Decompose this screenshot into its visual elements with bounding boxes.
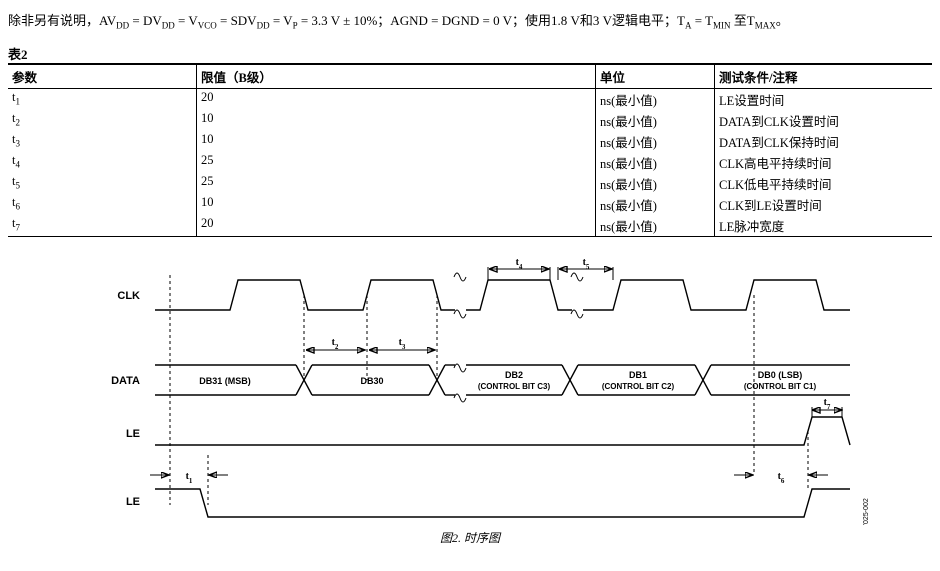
x-4 [695, 365, 711, 395]
cell-param: t2 [8, 110, 197, 131]
cell-param: t3 [8, 131, 197, 152]
cell-unit: ns(最小值) [596, 110, 715, 131]
table-row: t610ns(最小值)CLK到LE设置时间 [8, 194, 932, 215]
le-label-1: LE [126, 428, 140, 440]
cell-unit: ns(最小值) [596, 215, 715, 237]
break-1b [454, 273, 466, 281]
cell-limit: 25 [197, 173, 596, 194]
break-2b [571, 273, 583, 281]
cell-param: t6 [8, 194, 197, 215]
data-break-b [454, 394, 466, 402]
t1-label: t1 [186, 471, 193, 485]
t6-label: t6 [778, 471, 785, 485]
header-unit: 单位 [596, 64, 715, 89]
cell-unit: ns(最小值) [596, 88, 715, 110]
clk-label: CLK [117, 290, 140, 302]
table-row: t720ns(最小值)LE脉冲宽度 [8, 215, 932, 237]
timing-diagram: CLK t4 t5 t2 t3 DATA DB31 (MSB) DB30 [60, 255, 880, 525]
cell-limit: 10 [197, 131, 596, 152]
header-cond: 测试条件/注释 [715, 64, 933, 89]
break-1a [454, 310, 466, 318]
cell-cond: LE设置时间 [715, 88, 933, 110]
cell-cond: DATA到CLK保持时间 [715, 131, 933, 152]
t3-label: t3 [399, 337, 406, 351]
t2-label: t2 [332, 337, 339, 351]
data-break-t [454, 364, 466, 372]
cell-limit: 10 [197, 194, 596, 215]
bit-db2b: (CONTROL BIT C3) [478, 382, 551, 391]
le-wave-2 [155, 489, 850, 517]
cell-param: t5 [8, 173, 197, 194]
cell-limit: 25 [197, 152, 596, 173]
data-label: DATA [111, 375, 140, 387]
table-row: t425ns(最小值)CLK高电平持续时间 [8, 152, 932, 173]
conditions-paragraph: 除非另有说明，AVDD = DVDD = VVCO = SDVDD = VP =… [8, 10, 932, 34]
bit-db0a: DB0 (LSB) [758, 370, 803, 380]
table-row: t210ns(最小值)DATA到CLK设置时间 [8, 110, 932, 131]
header-param: 参数 [8, 64, 197, 89]
header-limit: 限值（B级） [197, 64, 596, 89]
cell-cond: DATA到CLK设置时间 [715, 110, 933, 131]
cell-cond: CLK高电平持续时间 [715, 152, 933, 173]
cell-cond: CLK到LE设置时间 [715, 194, 933, 215]
cell-unit: ns(最小值) [596, 131, 715, 152]
timing-table: 参数 限值（B级） 单位 测试条件/注释 t120ns(最小值)LE设置时间t2… [8, 63, 932, 237]
clk-wave-2 [466, 280, 572, 310]
bit-db0b: (CONTROL BIT C1) [744, 382, 817, 391]
table-title: 表2 [8, 44, 932, 63]
conditions-text: 除非另有说明，AVDD = DVDD = VVCO = SDVDD = VP =… [8, 13, 789, 28]
cell-limit: 20 [197, 88, 596, 110]
figure-caption: 图2. 时序图 [8, 529, 932, 546]
cell-limit: 10 [197, 110, 596, 131]
clk-wave-1 [155, 280, 455, 310]
cell-unit: ns(最小值) [596, 194, 715, 215]
table-body: t120ns(最小值)LE设置时间t210ns(最小值)DATA到CLK设置时间… [8, 88, 932, 236]
bit-db30: DB30 [360, 376, 383, 386]
table-row: t525ns(最小值)CLK低电平持续时间 [8, 173, 932, 194]
cell-param: t1 [8, 88, 197, 110]
cell-param: t7 [8, 215, 197, 237]
t7-label: t7 [824, 397, 831, 411]
cell-param: t4 [8, 152, 197, 173]
bit-db1a: DB1 [629, 370, 647, 380]
bit-db1b: (CONTROL BIT C2) [602, 382, 675, 391]
clk-wave-3 [583, 280, 850, 310]
cell-cond: LE脉冲宽度 [715, 215, 933, 237]
table-row: t310ns(最小值)DATA到CLK保持时间 [8, 131, 932, 152]
x-3 [562, 365, 578, 395]
figure-code: 07025-002 [863, 498, 870, 525]
cell-unit: ns(最小值) [596, 173, 715, 194]
cell-limit: 20 [197, 215, 596, 237]
cell-unit: ns(最小值) [596, 152, 715, 173]
bit-db31: DB31 (MSB) [199, 376, 251, 386]
table-row: t120ns(最小值)LE设置时间 [8, 88, 932, 110]
le-label-2: LE [126, 496, 140, 508]
bit-db2a: DB2 [505, 370, 523, 380]
le-wave-1 [155, 417, 850, 445]
cell-cond: CLK低电平持续时间 [715, 173, 933, 194]
break-2a [571, 310, 583, 318]
